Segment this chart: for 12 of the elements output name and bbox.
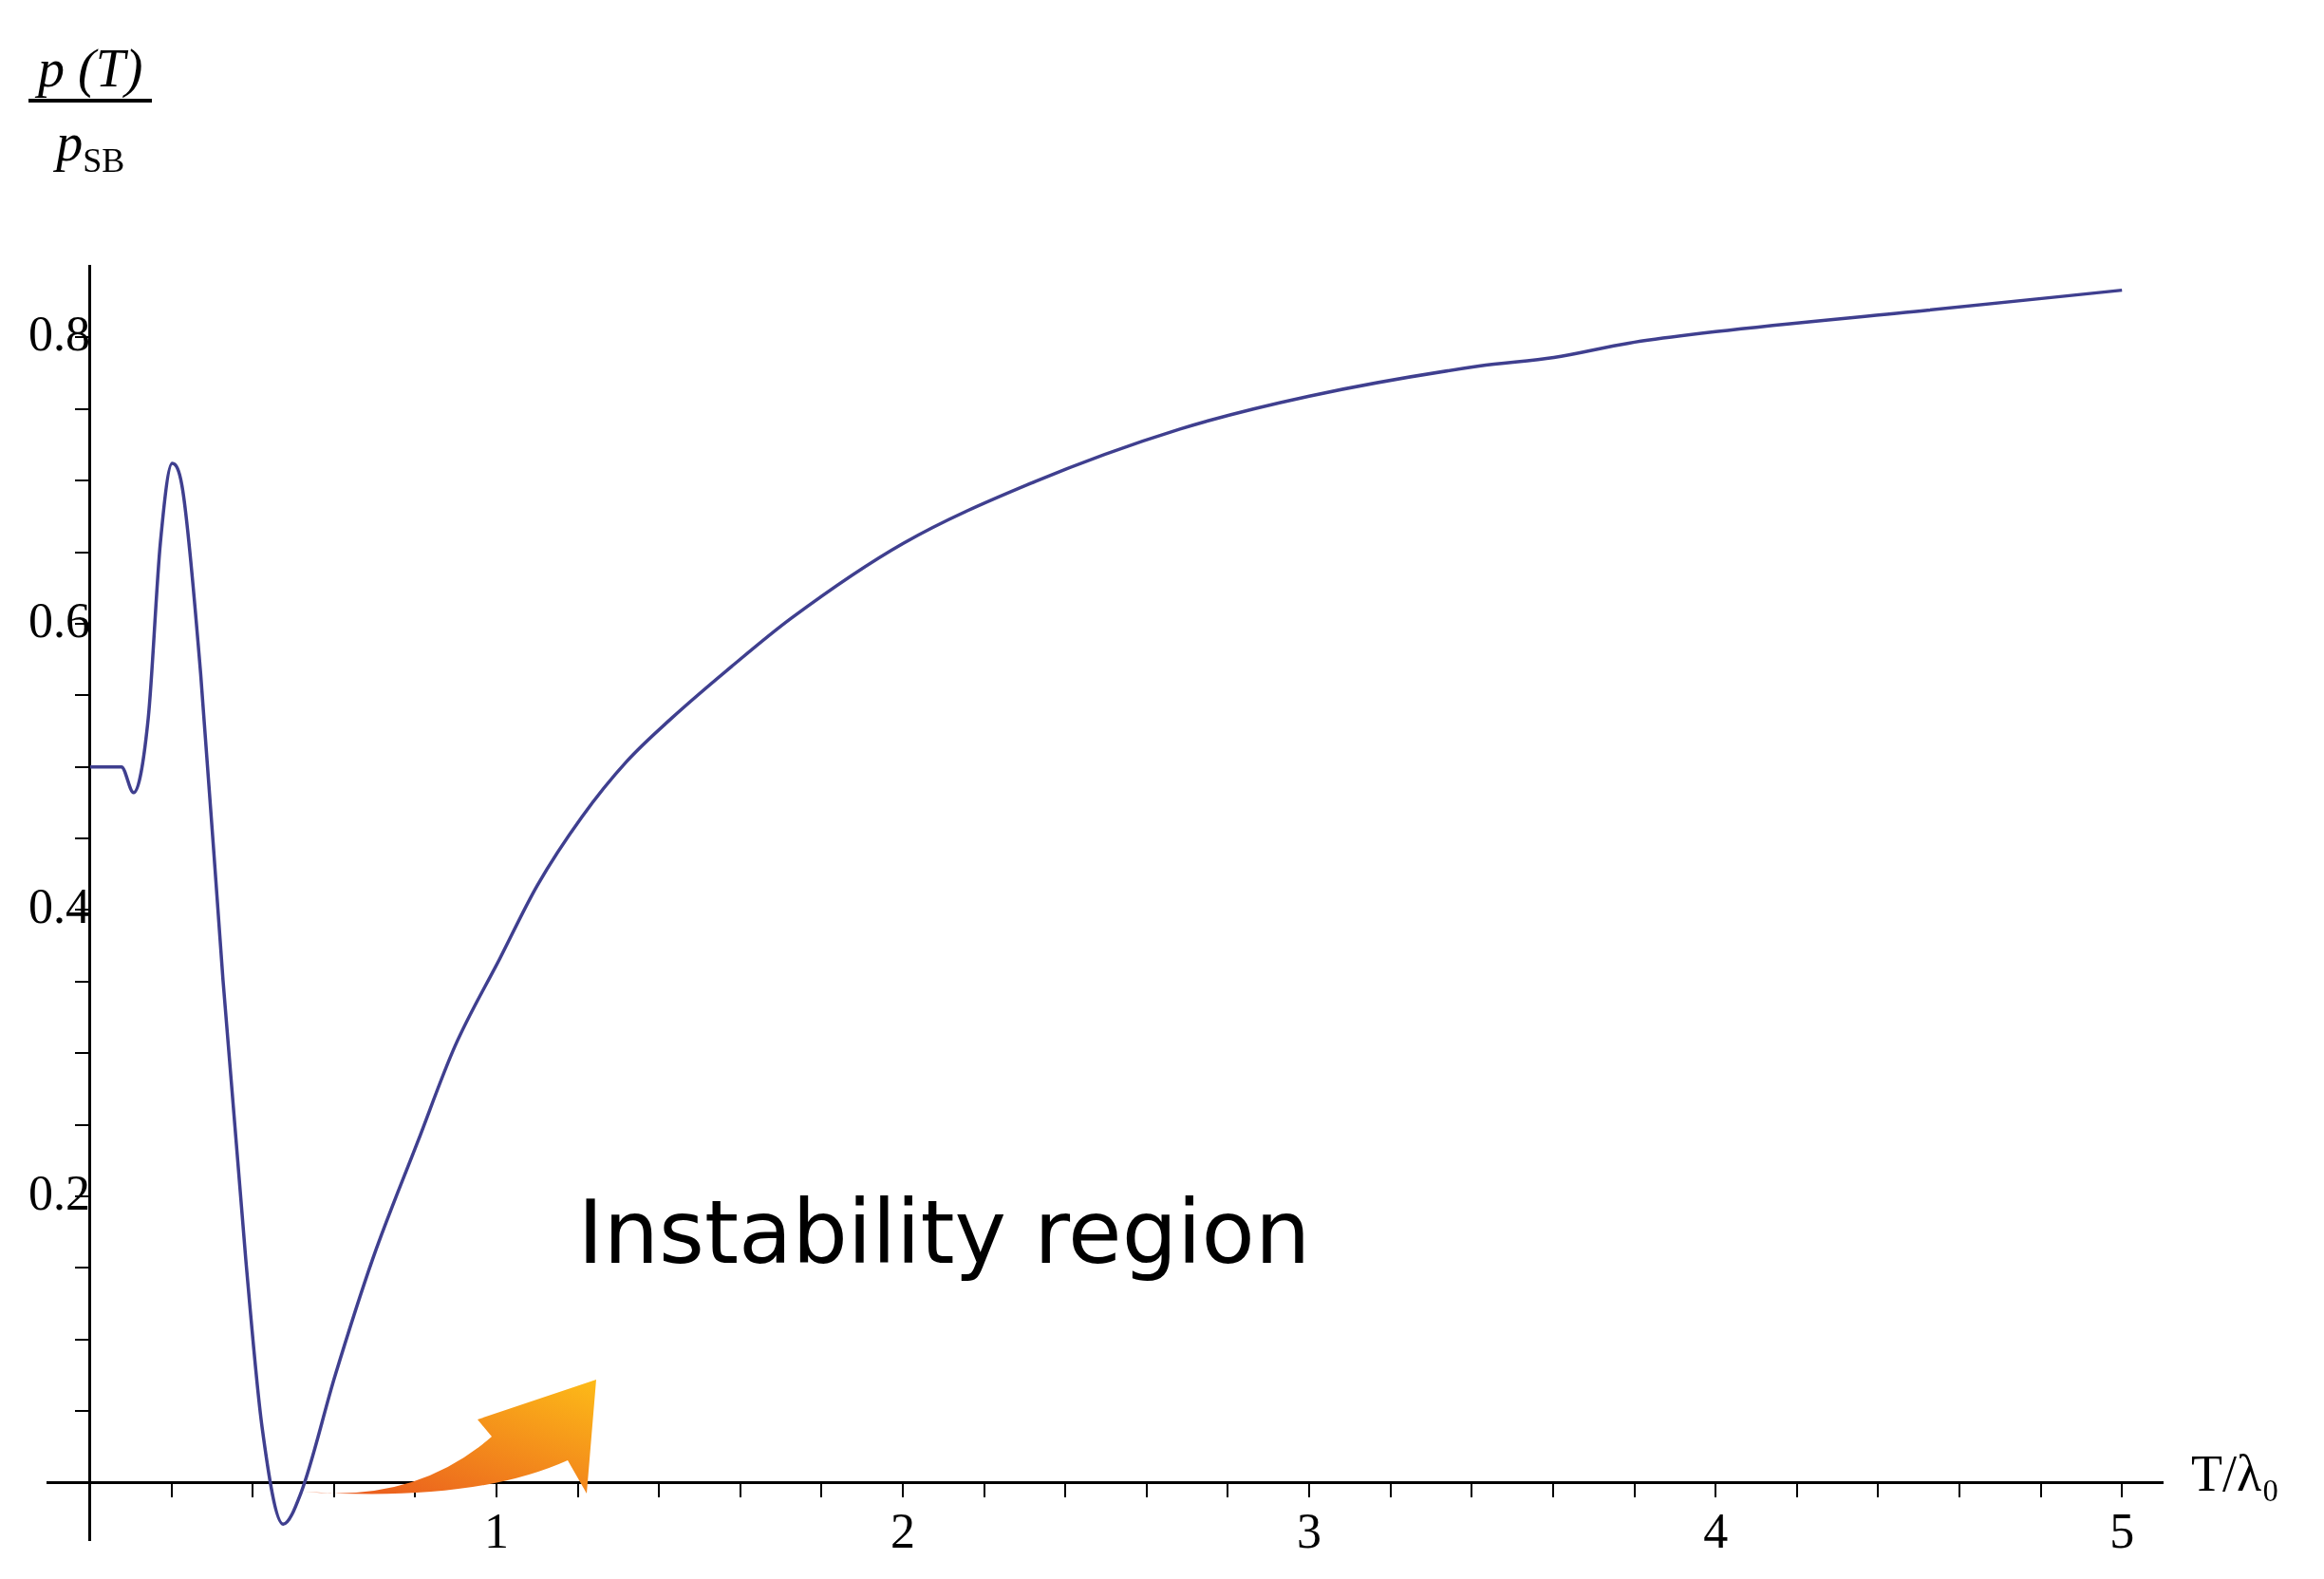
- x-tick-label: 5: [2109, 1504, 2135, 1559]
- x-tick-label: 3: [1297, 1504, 1322, 1559]
- y-tick-label: 0.8: [28, 307, 90, 362]
- annotation: Instability region: [577, 1181, 1311, 1284]
- x-axis-title: T/λ₀: [2191, 1444, 2279, 1504]
- y-axis-title: p (T) p$_{SB}$: [33, 38, 144, 181]
- y-tick-label: 0.4: [28, 879, 90, 934]
- x-tick-label: 2: [890, 1504, 916, 1559]
- x-tick-label: 4: [1703, 1504, 1729, 1559]
- x-tick-label: 1: [484, 1504, 509, 1559]
- y-tick-label: 0.2: [28, 1165, 90, 1220]
- y-tick-label: 0.6: [28, 592, 90, 648]
